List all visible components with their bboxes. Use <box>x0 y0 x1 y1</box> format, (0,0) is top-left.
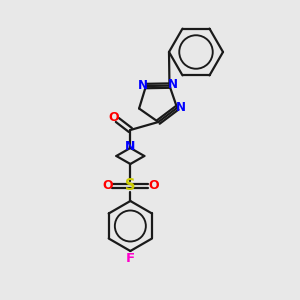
Text: O: O <box>108 112 119 124</box>
Text: N: N <box>125 140 136 154</box>
Text: O: O <box>148 179 159 193</box>
Text: N: N <box>176 101 186 114</box>
Text: N: N <box>167 78 178 91</box>
Text: F: F <box>126 253 135 266</box>
Text: N: N <box>138 79 148 92</box>
Text: O: O <box>102 179 113 193</box>
Text: S: S <box>125 178 136 194</box>
